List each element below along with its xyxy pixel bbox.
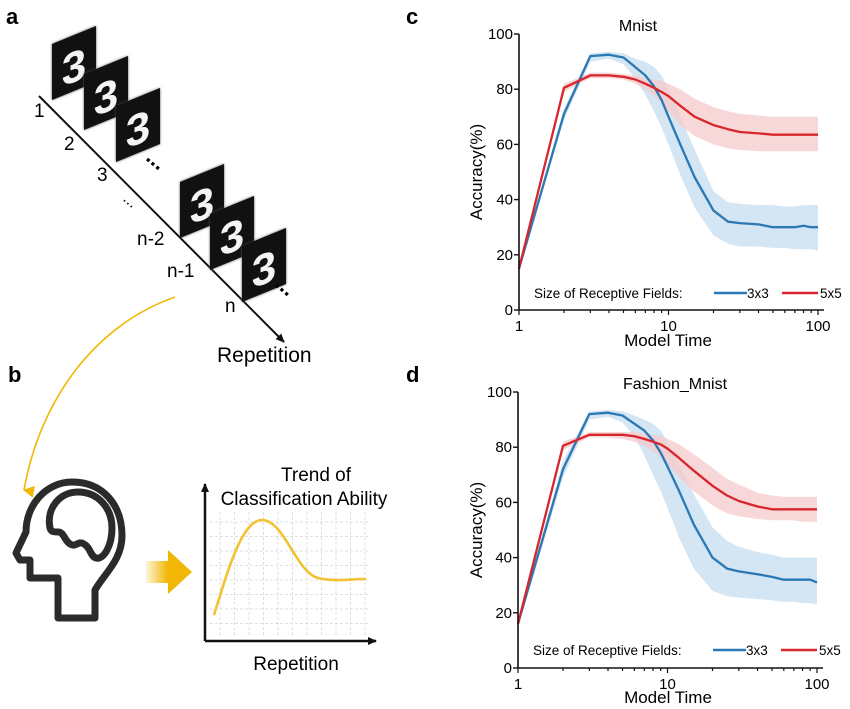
x-tick-label: 100 [804,676,829,693]
y-tick-label: 100 [487,384,512,401]
y-tick-label: 20 [496,247,513,264]
y-tick-label: 80 [496,81,513,98]
head-brain-icon [12,478,126,622]
legend-label-5x5: 5x5 [820,286,842,301]
y-tick-label: 100 [488,26,513,43]
y-axis-label: Accuracy(%) [467,124,486,220]
tick-1: 1 [34,101,45,122]
x-axis-label: Model Time [624,331,712,350]
chart-title: Fashion_Mnist [623,376,728,393]
series-line-3x3 [517,53,818,269]
panel-label-d: d [406,362,419,387]
legend-title: Size of Receptive Fields: [534,286,683,301]
x-tick-label: 1 [515,318,523,335]
digit-glyph: 3 [220,208,244,266]
y-tick-label: 0 [504,660,512,677]
mnist-digit-card: 3 [242,228,286,302]
trend-curve [212,518,367,616]
chart-title: Mnist [619,18,658,35]
legend-label-3x3: 3x3 [746,643,768,658]
trend-grid [210,512,368,636]
arrow-right-icon [146,550,192,594]
series-line-3x3 [516,411,818,625]
y-tick-label: 20 [495,605,512,622]
y-tick-label: 60 [496,136,513,153]
tick-n-1: n-1 [167,261,194,282]
digit-glyph: 3 [126,100,150,158]
y-tick-label: 60 [495,494,512,511]
mnist-digit-card: 3 [116,88,160,162]
legend: Size of Receptive Fields: 3x3 5x5 [534,286,842,301]
y-tick-label: 0 [505,302,513,319]
chart-mnist: 0 20 40 60 80 100 1 10 100 Mnist Model Time Accu… [467,18,842,350]
y-tick-label: 40 [495,550,512,567]
tick-2: 2 [64,134,75,155]
tick-3: 3 [97,165,108,186]
series-line-5x5 [517,74,818,269]
trend-title-line2: Classification Ability [221,489,388,510]
legend-label-3x3: 3x3 [747,286,769,301]
x-tick-label: 100 [805,318,830,335]
band-3x3 [519,51,818,272]
trend-title-line1: Trend of [281,465,352,486]
legend-label-5x5: 5x5 [819,643,841,658]
repetition-label: Repetition [217,344,312,367]
trend-x-label: Repetition [253,654,339,675]
tick-n-2: n-2 [137,229,164,250]
x-tick-label: 1 [514,676,522,693]
tick-n: n [225,296,236,317]
x-axis-label: Model Time [624,688,712,707]
y-tick-label: 80 [495,439,512,456]
digit-glyph: 3 [252,240,276,298]
panel-label-c: c [406,4,418,29]
x-tick-label: 10 [659,676,676,693]
series-line-5x5 [516,433,817,625]
flow-arrow [23,296,176,498]
y-tick-label: 40 [496,192,513,209]
legend-title: Size of Receptive Fields: [533,643,682,658]
chart-fashion-mnist: 0 20 40 60 80 100 1 10 100 Fashion_Mnist Model T… [467,376,841,707]
digit-glyph: 3 [62,38,86,96]
legend: Size of Receptive Fields: 3x3 5x5 [533,643,841,658]
digit-glyph: 3 [94,68,118,126]
panel-b-concept: Trend of Classification Ability Repetiti… [12,465,388,675]
x-tick-label: 10 [660,318,677,335]
panel-label-a: a [6,4,19,29]
band-5x5 [519,72,818,272]
y-axis-label: Accuracy(%) [467,482,486,578]
panel-label-b: b [8,362,21,387]
tick-ellipsis: ... [120,190,141,212]
